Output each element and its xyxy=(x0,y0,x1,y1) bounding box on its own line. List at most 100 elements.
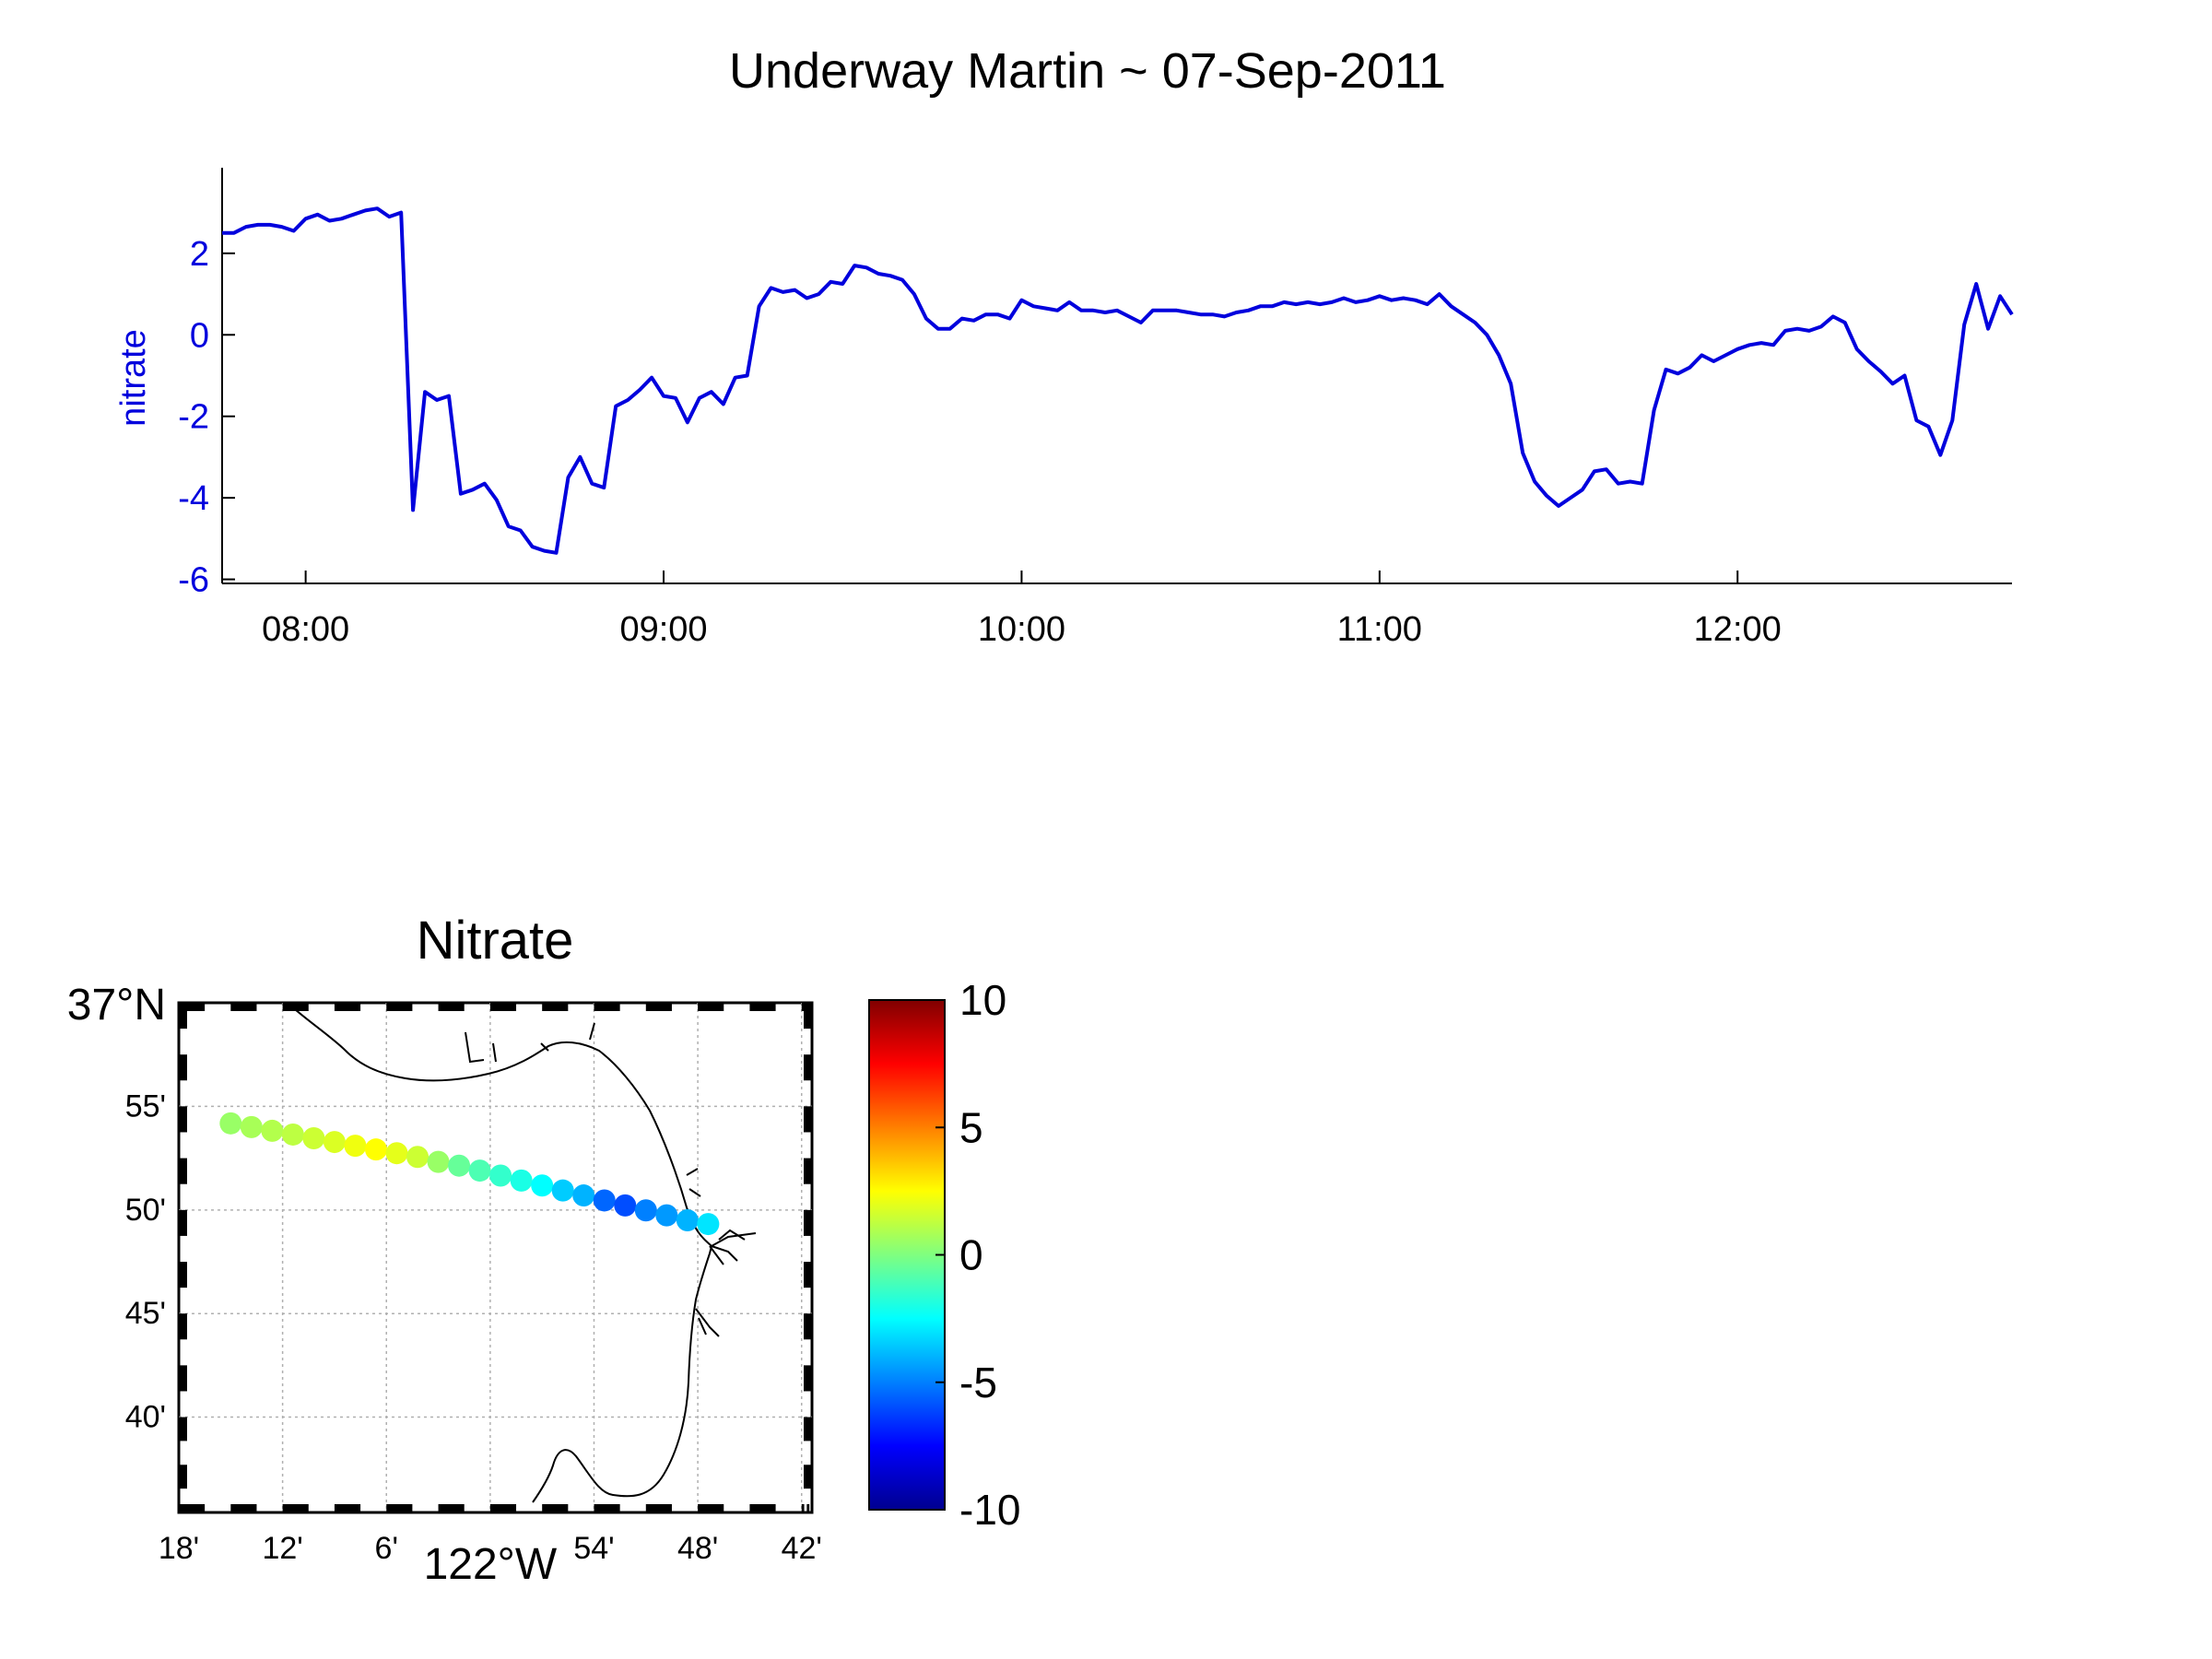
colorbar-gradient xyxy=(868,999,946,1511)
track-point xyxy=(364,1138,387,1161)
map-frame xyxy=(177,1001,814,1514)
ts-y-tick-label: -2 xyxy=(178,398,209,437)
ts-x-tick-label: 09:00 xyxy=(619,610,707,649)
map-x-tick-labels: 18' 12' 6' 122°W 54' 48' 42' xyxy=(159,1531,822,1589)
track-point xyxy=(614,1194,637,1217)
map-border-block xyxy=(804,1209,812,1236)
map-border-block xyxy=(438,1003,465,1011)
map-border-block xyxy=(542,1504,569,1512)
map-border-block xyxy=(698,1504,724,1512)
ts-y-tick-label: 0 xyxy=(190,316,209,355)
map-border-block xyxy=(230,1003,257,1011)
track-point xyxy=(302,1127,325,1150)
map-title: Nitrate xyxy=(417,911,574,971)
river-inlet-1 xyxy=(465,1031,497,1064)
timeseries-plot: 2 0 -2 -4 -6 08:00 09:00 10:00 11:00 12:00 nitra… xyxy=(114,168,2014,649)
track-point xyxy=(531,1174,554,1197)
ts-y-tick-label: -6 xyxy=(178,561,209,600)
map-border-block xyxy=(804,1262,812,1288)
ts-x-tick-label: 08:00 xyxy=(262,610,349,649)
map-y-tick-label: 45' xyxy=(125,1296,166,1331)
map-border-block xyxy=(804,1054,812,1081)
map-border-block xyxy=(645,1504,672,1512)
map-border-block xyxy=(179,1465,187,1489)
map-x-tick-label: 6' xyxy=(375,1531,398,1566)
map-border-block xyxy=(801,1003,805,1011)
map-border-block xyxy=(334,1504,361,1512)
ts-x-ticks: 08:00 09:00 10:00 11:00 12:00 xyxy=(262,571,1782,649)
map-border-block xyxy=(179,1054,187,1081)
map-border-block xyxy=(645,1003,672,1011)
map-border-block xyxy=(804,1417,812,1441)
map-y-tick-labels: 37°N 55' 50' 45' 40' xyxy=(67,981,166,1435)
track-point xyxy=(468,1159,491,1182)
colorbar-tick-label: -10 xyxy=(959,1486,1020,1534)
track-point xyxy=(551,1179,574,1202)
slough xyxy=(695,1308,720,1337)
map-plot: Nitrate 37°N 55' 50' 45' 40' 18' 12' 6' 122°W 54… xyxy=(67,911,822,1589)
map-y-tick-label: 50' xyxy=(125,1193,166,1228)
ts-x-tick-label: 12:00 xyxy=(1694,610,1782,649)
river-inlet-3 xyxy=(686,1168,701,1197)
track-point xyxy=(240,1115,263,1138)
ship-track xyxy=(219,1112,720,1236)
series-line-nitrate xyxy=(222,206,2014,555)
track-point xyxy=(219,1112,242,1135)
map-border-block xyxy=(282,1504,309,1512)
track-point xyxy=(572,1184,595,1207)
track-point xyxy=(634,1199,657,1222)
colorbar-tick-label: 0 xyxy=(959,1231,983,1279)
track-point xyxy=(697,1213,720,1236)
colorbar-tick-label: -5 xyxy=(959,1359,997,1406)
map-border-block xyxy=(804,1365,812,1392)
track-point xyxy=(448,1154,471,1177)
map-border-block xyxy=(179,1209,187,1236)
colorbar: 10 5 0 -5 -10 xyxy=(868,976,1020,1534)
map-border-block xyxy=(804,1313,812,1340)
map-y-tick-label: 40' xyxy=(125,1400,166,1435)
track-point xyxy=(385,1142,408,1165)
ts-y-ticks: 2 0 -2 -4 -6 xyxy=(178,235,235,600)
ts-y-tick-label: 2 xyxy=(190,235,209,274)
map-grid xyxy=(179,1003,812,1512)
map-border-block xyxy=(179,1365,187,1392)
map-border-block xyxy=(386,1003,413,1011)
map-border-block xyxy=(489,1504,517,1512)
track-point xyxy=(510,1169,533,1192)
colorbar-ticks: 10 5 0 -5 -10 xyxy=(935,976,1020,1534)
colorbar-tick-label: 5 xyxy=(959,1103,983,1151)
map-border-block xyxy=(179,1504,206,1512)
track-point xyxy=(655,1204,678,1227)
map-border-block xyxy=(334,1003,361,1011)
map-border-block xyxy=(179,1417,187,1441)
ts-x-tick-label: 11:00 xyxy=(1337,610,1422,649)
river-inlet-2 xyxy=(540,1022,595,1052)
figure-title: Underway Martin ~ 07-Sep-2011 xyxy=(729,43,1446,99)
map-border-block xyxy=(282,1003,309,1011)
map-y-tick-label: 55' xyxy=(125,1088,166,1124)
map-border-block xyxy=(489,1003,517,1011)
map-border-block xyxy=(594,1504,620,1512)
map-border-block xyxy=(542,1003,569,1011)
map-border-block xyxy=(179,1003,187,1030)
map-border-block xyxy=(804,1003,812,1030)
track-point xyxy=(427,1150,450,1173)
map-border-block xyxy=(749,1003,776,1011)
map-x-tick-label: 18' xyxy=(159,1531,199,1566)
map-y-tick-label: 37°N xyxy=(67,981,166,1030)
harbor-jetties xyxy=(709,1229,757,1265)
map-border-block xyxy=(179,1158,187,1184)
map-x-tick-label: 48' xyxy=(677,1531,718,1566)
ts-x-tick-label: 10:00 xyxy=(978,610,1065,649)
map-border-block xyxy=(749,1504,776,1512)
map-border-block xyxy=(179,1262,187,1288)
map-border-block xyxy=(804,1106,812,1133)
map-x-tick-label: 122°W xyxy=(424,1540,558,1589)
track-point xyxy=(406,1146,429,1169)
map-border-block xyxy=(386,1504,413,1512)
map-border-block xyxy=(804,1158,812,1184)
map-x-tick-label: 54' xyxy=(573,1531,614,1566)
track-point xyxy=(676,1209,699,1232)
track-point xyxy=(281,1123,304,1146)
map-border-block xyxy=(806,1504,810,1512)
